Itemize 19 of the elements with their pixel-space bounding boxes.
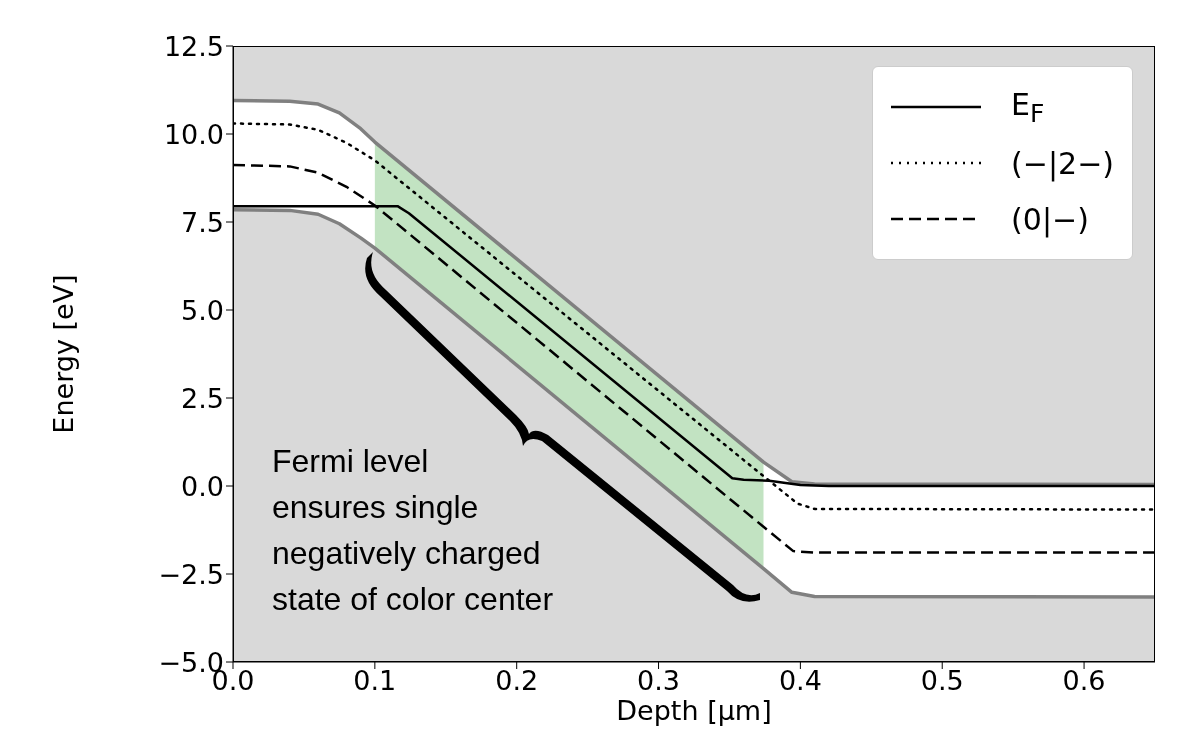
x-tick-label: 0.1 bbox=[353, 665, 397, 697]
legend-label: (−|2−) bbox=[1011, 145, 1114, 181]
legend-label: E$_{F}$ bbox=[1011, 86, 1045, 128]
x-tick-label: 0.3 bbox=[637, 665, 681, 697]
y-axis-title: Energy [eV] bbox=[47, 274, 79, 434]
y-tick-label: 10.0 bbox=[163, 118, 224, 150]
legend-label: (0|−) bbox=[1011, 201, 1089, 237]
x-axis-title: Depth [μm] bbox=[616, 695, 772, 726]
y-tick-label: 2.5 bbox=[181, 382, 224, 414]
x-tick-label: 0.5 bbox=[920, 665, 964, 697]
annotation: Fermi level ensures single negatively charged state of color center bbox=[272, 442, 554, 619]
x-tick-label: 0.4 bbox=[778, 665, 822, 697]
y-tick-label: 12.5 bbox=[163, 30, 224, 62]
x-tick-label: 0.2 bbox=[495, 665, 539, 697]
x-tick-label: 0.6 bbox=[1062, 665, 1106, 697]
y-tick-label: 0.0 bbox=[181, 470, 224, 502]
y-tick-label: 7.5 bbox=[181, 206, 224, 238]
y-tick-label: −2.5 bbox=[158, 558, 224, 590]
y-tick-label: 5.0 bbox=[181, 294, 224, 326]
